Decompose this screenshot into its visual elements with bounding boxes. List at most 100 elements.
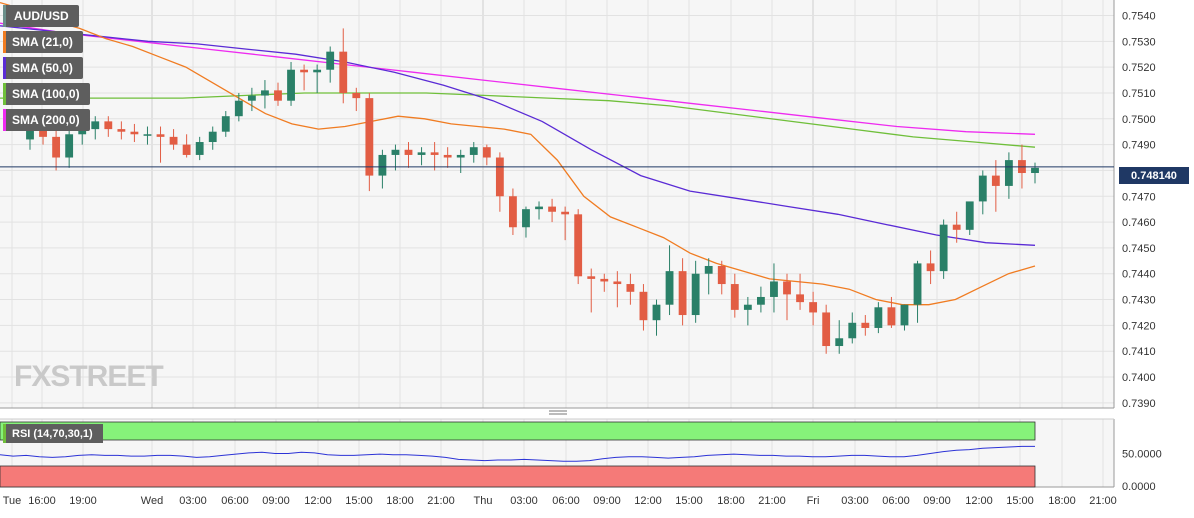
candle-body: [430, 152, 439, 155]
rsi-oversold-zone: [0, 465, 1036, 488]
x-tick-label: 19:00: [69, 495, 97, 507]
candle-body: [156, 134, 165, 137]
candle-body: [482, 147, 491, 158]
candle-body: [796, 294, 804, 303]
x-tick-label: Wed: [141, 495, 163, 507]
candle-body: [326, 51, 335, 70]
indicator-legend: AUD/USD SMA (21,0) SMA (50,0) SMA (100,0…: [3, 5, 90, 135]
candle-body: [783, 281, 791, 295]
candle-body: [770, 281, 778, 297]
candle-body: [952, 224, 961, 230]
y-tick-label: 0.7500: [1122, 114, 1156, 126]
x-tick-label: 06:00: [221, 495, 249, 507]
candle-body: [247, 95, 256, 101]
candle-body: [52, 136, 61, 158]
x-tick-label: 15:00: [1006, 495, 1034, 507]
rsi-legend[interactable]: RSI (14,70,30,1): [3, 424, 103, 443]
x-tick-label: 03:00: [179, 495, 207, 507]
candle-body: [926, 263, 935, 272]
y-tick-label: 0.7510: [1122, 88, 1156, 100]
y-tick-label: 0.7430: [1122, 295, 1156, 307]
candle-body: [365, 98, 374, 176]
y-tick-label: 0.7400: [1122, 372, 1156, 384]
candle-body: [391, 149, 400, 155]
candle-body: [900, 304, 909, 326]
x-tick-label: 12:00: [304, 495, 332, 507]
candle-body: [874, 307, 883, 328]
candle-body: [339, 51, 348, 93]
candle-body: [221, 116, 230, 132]
candle-body: [652, 304, 661, 321]
x-tick-label: 09:00: [923, 495, 951, 507]
candle-body: [730, 284, 739, 310]
x-tick-label: 12:00: [634, 495, 662, 507]
x-tick-label: 15:00: [345, 495, 373, 507]
legend-sma-50[interactable]: SMA (50,0): [3, 57, 83, 79]
y-tick-label: 0.7520: [1122, 62, 1156, 74]
candle-body: [887, 307, 896, 326]
x-tick-label: 12:00: [965, 495, 993, 507]
candle-body: [26, 126, 34, 140]
x-tick-label: 18:00: [717, 495, 745, 507]
x-tick-label: 21:00: [1089, 495, 1117, 507]
candle-body: [234, 100, 243, 117]
sma-200-line: [0, 22, 1036, 135]
candle-body: [456, 154, 465, 158]
x-tick-label: 06:00: [552, 495, 580, 507]
candle-body: [626, 284, 635, 292]
candle-body: [861, 322, 870, 328]
candle-body: [182, 144, 191, 155]
y-tick-label: 0.7490: [1122, 140, 1156, 152]
candle-body: [469, 147, 478, 155]
candle-body: [104, 121, 113, 130]
candle-body: [965, 201, 974, 230]
rsi-line: [0, 445, 1035, 462]
rsi-overbought-zone: [0, 421, 1036, 441]
candle-body: [195, 142, 204, 155]
y-tick-label: 0.7450: [1122, 243, 1156, 255]
candle-body: [1004, 160, 1013, 186]
candle-body: [39, 126, 47, 137]
candle-body: [443, 154, 452, 158]
x-tick-label: 18:00: [386, 495, 414, 507]
candle-body: [978, 175, 987, 202]
candle-body: [417, 152, 426, 155]
x-tick-label: 16:00: [28, 495, 56, 507]
candle-body: [78, 129, 87, 135]
candle-body: [548, 206, 556, 212]
candle-body: [561, 211, 570, 215]
x-tick-label: 09:00: [593, 495, 621, 507]
x-tick-label: Fri: [807, 495, 820, 507]
candle-body: [665, 271, 674, 305]
legend-sma-200[interactable]: SMA (200,0): [3, 109, 90, 131]
candle-body: [495, 157, 504, 197]
sma-21-line: [0, 1, 1036, 306]
legend-sma-21[interactable]: SMA (21,0): [3, 31, 83, 53]
x-tick-label: 21:00: [427, 495, 455, 507]
rsi-tick-label: 0.0000: [1122, 481, 1156, 493]
candle-body: [91, 121, 100, 130]
candle-body: [991, 175, 1000, 186]
candle-body: [313, 69, 322, 73]
candle-body: [404, 149, 413, 155]
sma-50-line: [0, 25, 1036, 246]
sma-100-line: [0, 92, 1036, 148]
y-tick-label: 0.7460: [1122, 217, 1156, 229]
candle-body: [574, 214, 583, 277]
y-tick-label: 0.7420: [1122, 320, 1156, 332]
candle-body: [378, 154, 387, 176]
candle-body: [117, 129, 126, 132]
candle-body: [600, 278, 609, 282]
y-tick-label: 0.7440: [1122, 269, 1156, 281]
x-tick-label: 21:00: [758, 495, 786, 507]
candle-body: [130, 131, 139, 135]
legend-symbol[interactable]: AUD/USD: [3, 5, 79, 27]
legend-sma-100[interactable]: SMA (100,0): [3, 83, 90, 105]
candle-body: [639, 291, 648, 321]
x-tick-label: 18:00: [1048, 495, 1076, 507]
candle-body: [287, 69, 295, 101]
candle-body: [274, 90, 282, 101]
candle-body: [848, 322, 857, 339]
candle-body: [208, 131, 217, 143]
candle-body: [678, 271, 687, 316]
